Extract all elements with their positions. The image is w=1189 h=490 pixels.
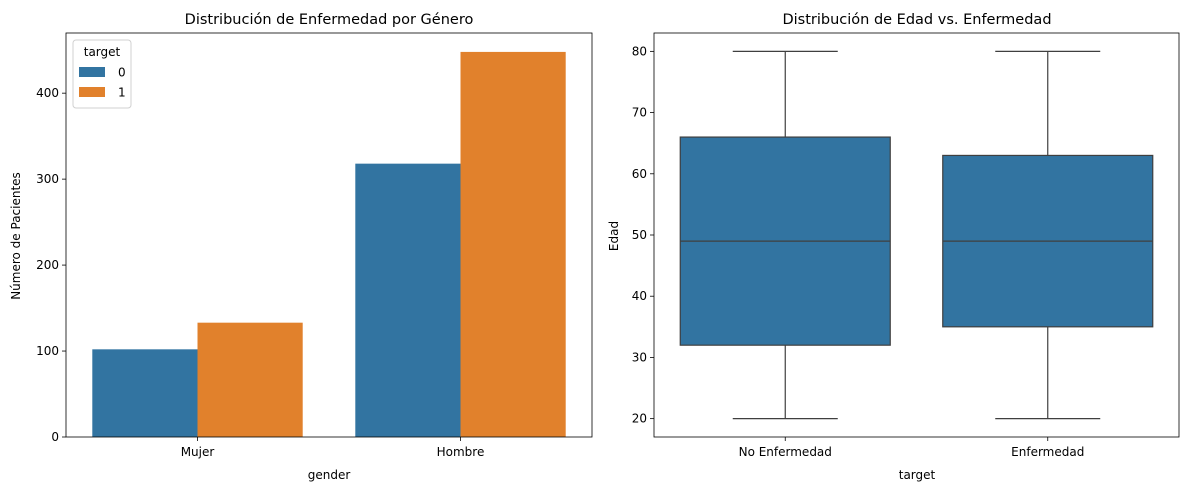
x-tick-label: Hombre [437, 445, 485, 459]
box-no-enfermedad [679, 50, 891, 420]
legend-title: target [84, 45, 121, 59]
y-tick-label: 80 [632, 44, 647, 58]
x-tick-label: Mujer [181, 445, 215, 459]
box-plot-ylabel: Edad [607, 221, 621, 251]
legend-label-1: 1 [118, 86, 126, 100]
y-tick-label: 400 [36, 86, 59, 100]
box-plot-xlabel: target [899, 468, 936, 482]
bar-chart-ylabel: Número de Pacientes [9, 172, 23, 300]
bar-hombre-target-1 [460, 51, 566, 437]
y-tick-label: 300 [36, 172, 59, 186]
y-tick-label: 50 [632, 228, 647, 242]
box-enfermedad [942, 50, 1154, 420]
box-plot-area: No Enfermedad Enfermedad 20 30 40 50 60 70 80 [632, 32, 1180, 459]
bar-hombre-target-0 [355, 163, 461, 437]
x-tick-label: No Enfermedad [739, 445, 832, 459]
x-tick-label: Enfermedad [1011, 445, 1084, 459]
bar-chart-title: Distribución de Enfermedad por Género [185, 12, 474, 28]
y-tick-label: 200 [36, 258, 59, 272]
box-plot-title: Distribución de Edad vs. Enfermedad [782, 12, 1051, 28]
bar-chart-xlabel: gender [308, 468, 351, 482]
bar-chart-legend: target 0 1 [72, 39, 132, 109]
y-tick-label: 100 [36, 344, 59, 358]
bar-mujer-target-0 [92, 349, 198, 437]
legend-label-0: 0 [118, 66, 126, 80]
bar-plot-frame [65, 32, 593, 438]
legend-swatch-0 [79, 67, 105, 77]
y-tick-label: 70 [632, 106, 647, 120]
bar-chart-panel: Distribución de Enfermedad por Género Mu… [9, 12, 593, 482]
y-tick-label: 20 [632, 412, 647, 426]
box-plot-frame [653, 32, 1180, 438]
y-tick-label: 60 [632, 167, 647, 181]
bar-plot-area: Mujer Hombre 0 100 200 300 400 [36, 32, 593, 459]
box-plot-panel: Distribución de Edad vs. Enfermedad No E… [607, 12, 1180, 482]
y-tick-label: 40 [632, 289, 647, 303]
legend-swatch-1 [79, 87, 105, 97]
bar-mujer-target-1 [197, 322, 303, 437]
y-tick-label: 30 [632, 350, 647, 364]
y-tick-label: 0 [51, 430, 59, 444]
